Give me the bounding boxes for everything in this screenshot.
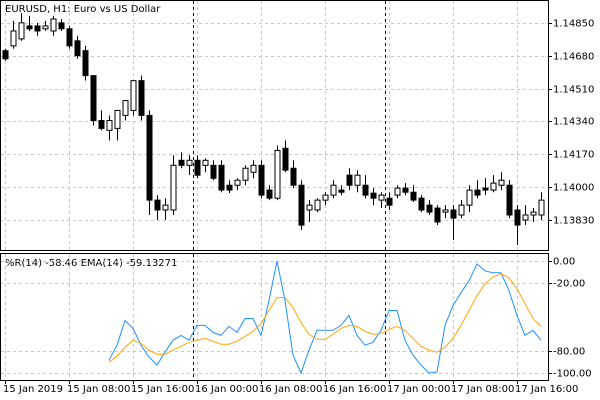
candle-body bbox=[442, 209, 449, 213]
candle-body bbox=[362, 184, 369, 196]
x-tick-label: 17 Jan 08:00 bbox=[451, 384, 514, 395]
candle-body bbox=[522, 214, 529, 221]
candle-body bbox=[178, 159, 185, 166]
candle-body bbox=[410, 191, 417, 201]
candle-body bbox=[2, 50, 9, 60]
candle-body bbox=[242, 167, 249, 181]
x-tick-label: 16 Jan 00:00 bbox=[195, 384, 258, 395]
candle-body bbox=[42, 25, 49, 30]
candle-body bbox=[266, 189, 273, 199]
main-frame bbox=[0, 0, 549, 251]
candle-body bbox=[90, 75, 97, 121]
candle-body bbox=[338, 189, 345, 193]
candle-body bbox=[10, 30, 17, 47]
candle-body bbox=[530, 211, 537, 216]
candle-body bbox=[330, 184, 337, 196]
candle-body bbox=[154, 199, 161, 211]
x-tick-label: 16 Jan 08:00 bbox=[259, 384, 322, 395]
candle-body bbox=[394, 187, 401, 196]
y-tick-label: 0.00 bbox=[553, 257, 575, 268]
candle-body bbox=[474, 189, 481, 196]
candle-body bbox=[370, 192, 377, 199]
x-tick-label: 15 Jan 08:00 bbox=[67, 384, 130, 395]
candle-body bbox=[450, 209, 457, 219]
candle-body bbox=[122, 100, 129, 116]
candle-body bbox=[458, 204, 465, 216]
candle-body bbox=[66, 28, 73, 47]
candle-body bbox=[378, 194, 385, 201]
candle-body bbox=[426, 204, 433, 213]
candle-body bbox=[202, 159, 209, 166]
candle-body bbox=[506, 184, 513, 216]
candle-body bbox=[106, 119, 113, 131]
y-tick-label: 1.14170 bbox=[553, 150, 594, 161]
y-tick-label: -80.00 bbox=[553, 347, 585, 358]
candle-body bbox=[146, 114, 153, 201]
candle-body bbox=[314, 199, 321, 211]
candle-body bbox=[306, 204, 313, 211]
y-tick-label: 1.14850 bbox=[553, 19, 594, 30]
candle-body bbox=[82, 50, 89, 77]
candle-body bbox=[386, 197, 393, 206]
candle-body bbox=[258, 164, 265, 196]
candle-body bbox=[58, 22, 65, 30]
candle-body bbox=[282, 147, 289, 171]
candle-body bbox=[418, 197, 425, 211]
candle-body bbox=[498, 179, 505, 186]
candle-body bbox=[34, 25, 41, 32]
y-tick-label: -20.00 bbox=[553, 279, 585, 290]
candle-body bbox=[250, 164, 257, 173]
candle-body bbox=[354, 174, 361, 186]
candle-body bbox=[346, 174, 353, 186]
candle-body bbox=[466, 189, 473, 206]
candle-body bbox=[114, 109, 121, 129]
candle-body bbox=[226, 184, 233, 191]
y-tick-label: 1.14510 bbox=[553, 85, 594, 96]
indicator-title: %R(14) -58.46 EMA(14) -59.13271 bbox=[5, 258, 177, 269]
series-line bbox=[108, 260, 542, 375]
candle-body bbox=[290, 167, 297, 186]
x-tick-label: 15 Jan 16:00 bbox=[131, 384, 194, 395]
candle-body bbox=[194, 159, 201, 176]
candle-body bbox=[274, 149, 281, 199]
candle-body bbox=[234, 179, 241, 186]
candle-body bbox=[298, 184, 305, 226]
candle-body bbox=[434, 207, 441, 223]
candle-body bbox=[170, 164, 177, 211]
candle-body bbox=[490, 182, 497, 191]
candle-body bbox=[18, 22, 25, 40]
x-tick-label: 15 Jan 2019 bbox=[3, 384, 63, 395]
candle-body bbox=[210, 164, 217, 179]
y-tick-label: 1.14340 bbox=[553, 117, 594, 128]
candle-body bbox=[538, 199, 545, 216]
candle-body bbox=[514, 209, 521, 226]
candle-body bbox=[50, 18, 57, 32]
candle-body bbox=[138, 80, 145, 116]
indicator-frame bbox=[0, 253, 549, 381]
y-tick-label: -100.00 bbox=[553, 369, 592, 380]
candle-body bbox=[162, 204, 169, 211]
candle-body bbox=[130, 80, 137, 111]
candle-body bbox=[26, 25, 33, 30]
x-tick-label: 17 Jan 00:00 bbox=[387, 384, 450, 395]
candle-body bbox=[218, 164, 225, 191]
candle-body bbox=[186, 159, 193, 166]
candle-body bbox=[98, 119, 105, 129]
x-tick-label: 16 Jan 16:00 bbox=[323, 384, 386, 395]
candle-body bbox=[322, 194, 329, 201]
candle-body bbox=[402, 187, 409, 193]
x-tick-label: 17 Jan 16:00 bbox=[515, 384, 578, 395]
chart-title: EURUSD, H1: Euro vs US Dollar bbox=[5, 4, 161, 15]
y-tick-label: 1.14680 bbox=[553, 52, 594, 63]
y-tick-label: 1.13830 bbox=[553, 216, 594, 227]
candle-body bbox=[74, 40, 81, 57]
y-tick-label: 1.14000 bbox=[553, 183, 594, 194]
series-line bbox=[108, 273, 542, 363]
candle-body bbox=[482, 187, 489, 191]
